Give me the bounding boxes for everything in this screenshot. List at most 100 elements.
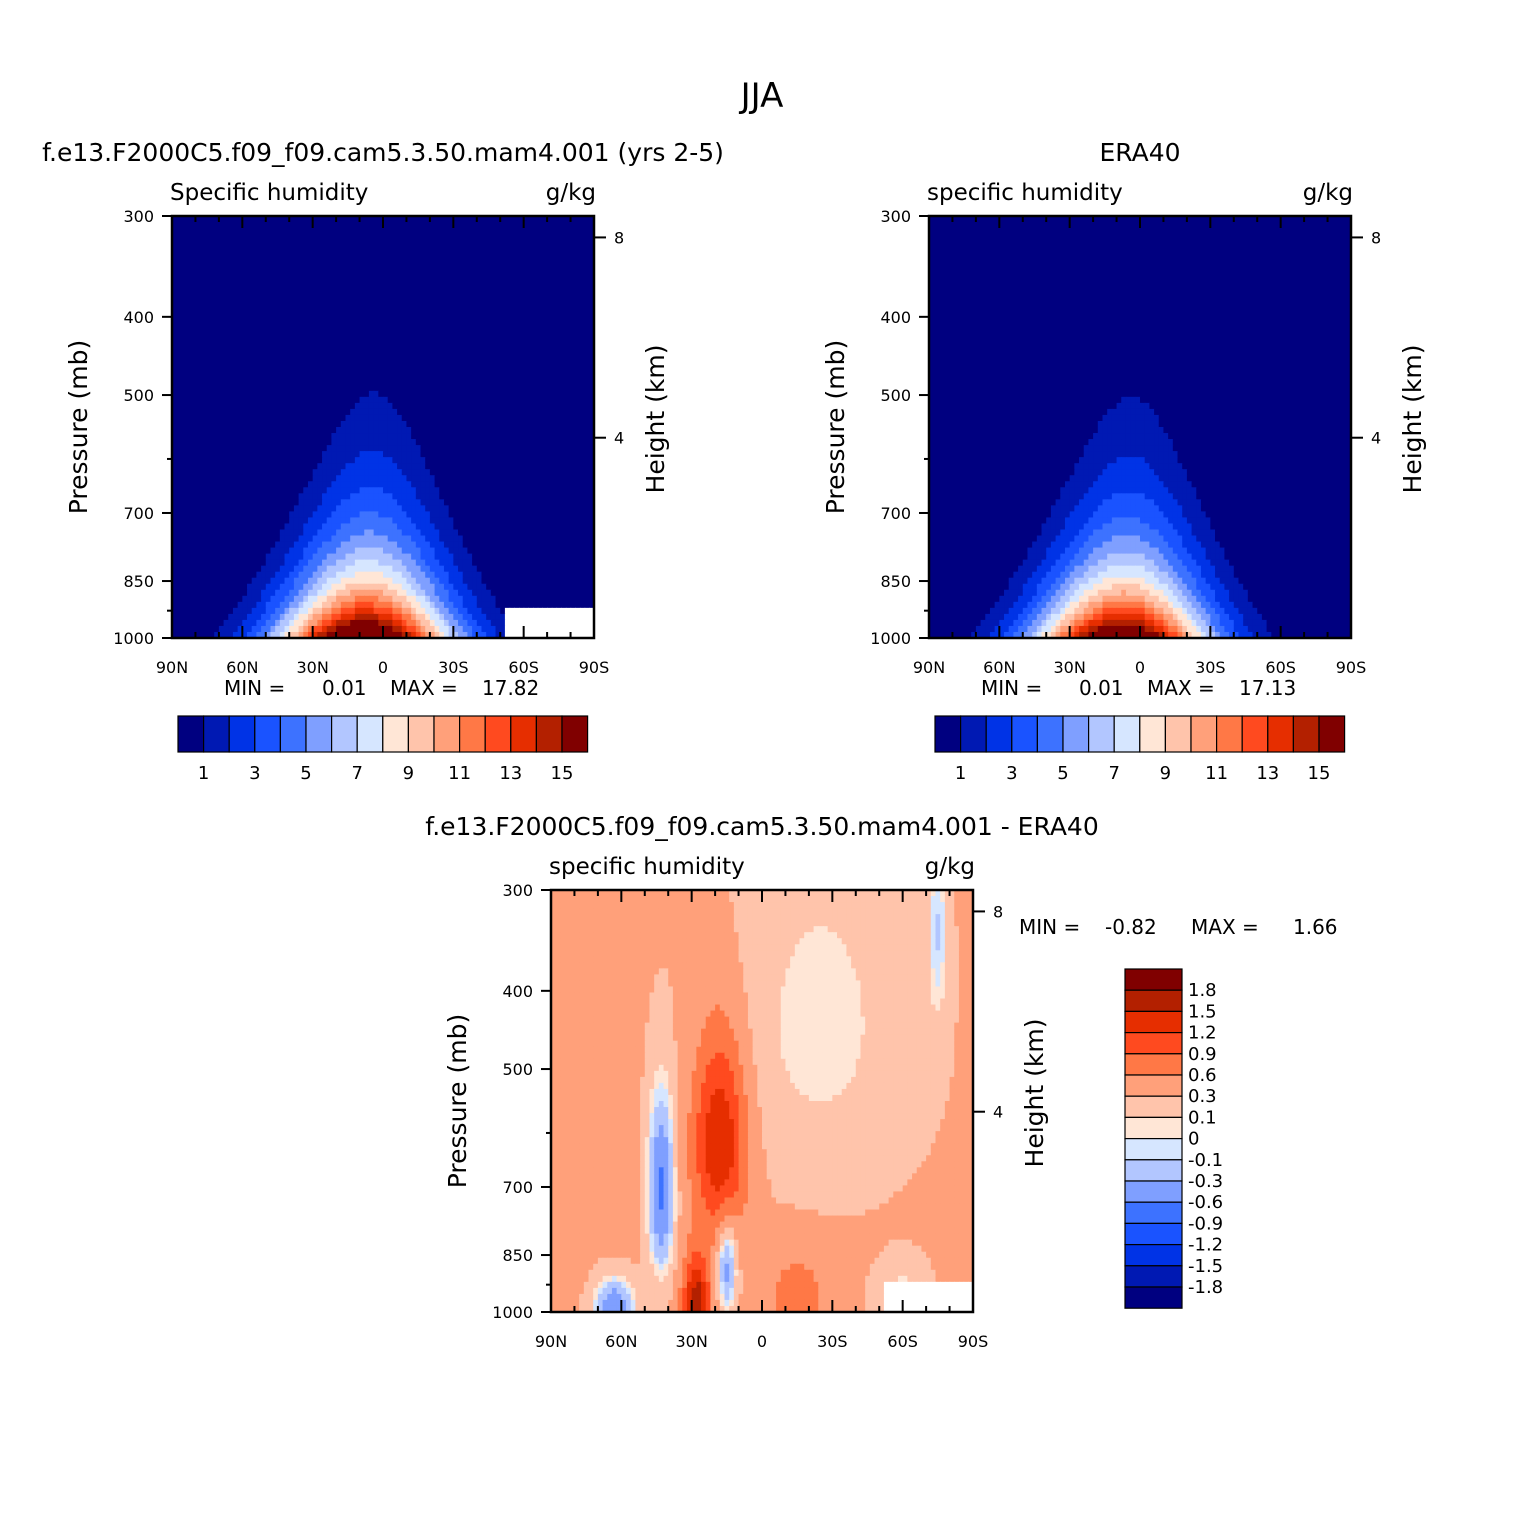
contour-cell bbox=[462, 439, 468, 446]
contour-cell bbox=[275, 294, 281, 301]
contour-cell bbox=[242, 330, 248, 338]
contour-cell bbox=[429, 529, 436, 537]
contour-cell bbox=[467, 499, 473, 506]
contour-cell bbox=[509, 348, 515, 356]
contour-cell bbox=[350, 384, 356, 392]
contour-cell bbox=[265, 390, 272, 398]
contour-cell bbox=[275, 228, 281, 235]
contour-cell bbox=[340, 258, 347, 265]
contour-cell bbox=[528, 222, 534, 229]
contour-cell bbox=[462, 264, 468, 271]
contour-cell bbox=[514, 445, 520, 452]
contour-cell bbox=[364, 457, 370, 464]
contour-cell bbox=[307, 517, 314, 525]
contour-cell bbox=[387, 408, 393, 416]
contour-cell bbox=[575, 505, 581, 512]
contour-cell bbox=[303, 439, 309, 446]
contour-cell bbox=[495, 336, 501, 344]
contour-cell bbox=[392, 493, 398, 500]
contour-cell bbox=[247, 312, 253, 320]
contour-cell bbox=[218, 481, 225, 488]
contour-cell bbox=[368, 330, 375, 338]
contour-cell bbox=[528, 529, 534, 537]
contour-cell bbox=[326, 300, 333, 308]
contour-cell bbox=[364, 366, 370, 374]
contour-cell bbox=[228, 246, 234, 253]
contour-cell bbox=[223, 541, 229, 549]
contour-cell bbox=[364, 348, 370, 356]
contour-cell bbox=[214, 402, 220, 410]
contour-cell bbox=[340, 276, 347, 283]
contour-cell bbox=[261, 240, 267, 247]
contour-cell bbox=[176, 541, 182, 549]
contour-cell bbox=[565, 258, 572, 265]
contour-cell bbox=[472, 396, 478, 404]
contour-cell bbox=[242, 457, 248, 464]
contour-cell bbox=[223, 300, 229, 308]
contour-cell bbox=[420, 511, 426, 519]
contour-cell bbox=[579, 457, 586, 464]
contour-cell bbox=[232, 282, 239, 289]
contour-cell bbox=[472, 252, 478, 259]
contour-cell bbox=[186, 535, 192, 543]
contour-cell bbox=[223, 318, 229, 326]
contour-cell bbox=[504, 372, 511, 380]
contour-cell bbox=[504, 384, 511, 392]
contour-cell bbox=[247, 487, 253, 494]
contour-cell bbox=[579, 390, 586, 398]
contour-cell bbox=[354, 336, 361, 344]
contour-cell bbox=[392, 258, 398, 265]
contour-cell bbox=[561, 246, 567, 253]
contour-cell bbox=[261, 270, 267, 277]
contour-cell bbox=[270, 252, 276, 259]
contour-cell bbox=[340, 384, 347, 392]
contour-cell bbox=[378, 270, 384, 277]
contour-cell bbox=[570, 294, 576, 301]
contour-cell bbox=[242, 445, 248, 452]
contour-cell bbox=[279, 451, 286, 458]
contour-cell bbox=[247, 222, 253, 229]
contour-cell bbox=[551, 354, 558, 362]
contour-cell bbox=[261, 529, 267, 537]
contour-cell bbox=[275, 535, 281, 543]
contour-cell bbox=[439, 216, 445, 223]
contour-cell bbox=[565, 360, 572, 368]
contour-cell bbox=[500, 342, 506, 350]
contour-cell bbox=[251, 402, 257, 410]
contour-cell bbox=[279, 505, 286, 512]
contour-cell bbox=[331, 414, 337, 422]
contour-cell bbox=[551, 222, 558, 229]
contour-cell bbox=[429, 342, 436, 350]
contour-cell bbox=[439, 493, 445, 500]
contour-cell bbox=[486, 342, 492, 350]
contour-cell bbox=[472, 457, 478, 464]
contour-cell bbox=[331, 541, 337, 549]
contour-cell bbox=[425, 228, 431, 235]
contour-cell bbox=[537, 420, 544, 428]
contour-cell bbox=[312, 360, 318, 368]
contour-cell bbox=[476, 475, 483, 482]
contour-cell bbox=[359, 342, 365, 350]
contour-cell bbox=[275, 445, 281, 452]
contour-cell bbox=[565, 282, 572, 289]
contour-cell bbox=[373, 390, 379, 398]
contour-cell bbox=[406, 300, 412, 308]
contour-cell bbox=[542, 493, 548, 500]
contour-cell bbox=[420, 360, 426, 368]
contour-cell bbox=[322, 451, 328, 458]
contour-cell bbox=[481, 427, 487, 434]
contour-cell bbox=[247, 529, 253, 537]
contour-cell bbox=[340, 222, 347, 229]
contour-cell bbox=[397, 439, 403, 446]
contour-cell bbox=[345, 511, 351, 519]
contour-cell bbox=[307, 354, 314, 362]
contour-cell bbox=[265, 246, 272, 253]
contour-cell bbox=[584, 216, 590, 223]
contour-cell bbox=[481, 240, 487, 247]
contour-cell bbox=[490, 240, 497, 247]
contour-cell bbox=[472, 372, 478, 380]
contour-cell bbox=[472, 264, 478, 271]
contour-cell bbox=[378, 258, 384, 265]
contour-cell bbox=[387, 420, 393, 428]
contour-cell bbox=[533, 433, 539, 440]
